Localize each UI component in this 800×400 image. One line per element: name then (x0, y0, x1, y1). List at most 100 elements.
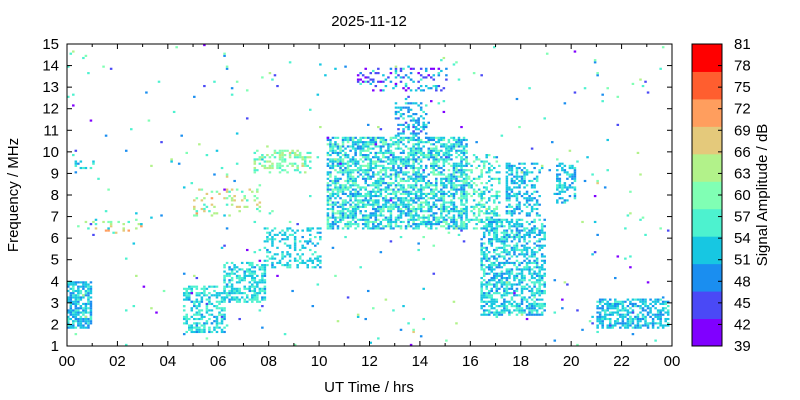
heatmap-cell (442, 87, 446, 90)
heatmap-cell (309, 151, 312, 155)
heatmap-cell (540, 259, 544, 262)
heatmap-cell (230, 203, 234, 206)
heatmap-cell (273, 238, 277, 241)
heatmap-cell (460, 216, 463, 219)
heatmap-cell (417, 190, 420, 193)
heatmap-cell (664, 320, 667, 323)
heatmap-cell (462, 210, 466, 213)
heatmap-cell (508, 192, 511, 195)
heatmap-cell (256, 207, 259, 211)
heatmap-cell (540, 276, 544, 280)
heatmap-cell (505, 186, 509, 189)
heatmap-cell (394, 65, 398, 68)
heatmap-cell (505, 309, 509, 312)
heatmap-cell (432, 160, 436, 163)
heatmap-cell (533, 231, 536, 234)
heatmap-cell (503, 300, 506, 303)
heatmap-cell (455, 205, 458, 208)
heatmap-cell (361, 186, 365, 189)
heatmap-cell (359, 169, 362, 172)
heatmap-cell (518, 203, 521, 206)
heatmap-cell (508, 270, 511, 273)
heatmap-cell (513, 244, 516, 247)
heatmap-cell (374, 156, 378, 159)
heatmap-cell (361, 205, 365, 208)
heatmap-cell (69, 311, 73, 314)
heatmap-cell (440, 182, 443, 185)
heatmap-cell (530, 251, 534, 254)
heatmap-cell (266, 238, 269, 241)
heatmap-cell (523, 268, 526, 271)
heatmap-cell (556, 175, 559, 178)
heatmap-cell (608, 320, 612, 323)
heatmap-cell (356, 313, 360, 316)
heatmap-cell (351, 216, 355, 219)
heatmap-cell (556, 173, 559, 176)
heatmap-cell (447, 179, 451, 183)
heatmap-cell (510, 179, 514, 183)
heatmap-cell (460, 160, 463, 163)
heatmap-cell (407, 102, 410, 105)
heatmap-cell (361, 164, 365, 167)
heatmap-cell (525, 298, 529, 301)
heatmap-cell (256, 281, 259, 284)
heatmap-cell (422, 201, 425, 204)
heatmap-cell (351, 218, 355, 221)
heatmap-cell (69, 281, 73, 284)
colorbar-tick-label: 78 (734, 58, 751, 75)
heatmap-cell (89, 166, 93, 170)
heatmap-cell (566, 177, 569, 180)
heatmap-cell (417, 138, 420, 142)
heatmap-cell (435, 154, 438, 157)
heatmap-cell (503, 246, 506, 249)
heatmap-cell (535, 264, 539, 267)
heatmap-cell (286, 261, 289, 265)
heatmap-cell (414, 218, 418, 221)
heatmap-cell (460, 151, 463, 155)
heatmap-cell (427, 205, 430, 208)
heatmap-cell (457, 164, 461, 167)
heatmap-cell (256, 188, 259, 191)
heatmap-cell (427, 227, 430, 230)
heatmap-cell (407, 158, 410, 161)
heatmap-cell (465, 223, 468, 226)
heatmap-cell (419, 115, 423, 118)
heatmap-cell (493, 313, 496, 316)
heatmap-cell (404, 164, 408, 167)
heatmap-cell (326, 164, 330, 167)
heatmap-cell (412, 80, 415, 83)
x-tick-label: 00 (664, 353, 681, 370)
heatmap-cell (646, 305, 650, 308)
heatmap-cell (326, 218, 330, 221)
heatmap-cell (503, 261, 506, 265)
heatmap-cell (351, 207, 355, 211)
heatmap-cell (540, 166, 544, 170)
heatmap-cell (472, 207, 476, 211)
heatmap-cell (336, 151, 340, 155)
heatmap-cell (402, 117, 405, 120)
heatmap-cell (424, 186, 428, 189)
heatmap-cell (109, 225, 113, 228)
heatmap-cell (450, 184, 453, 187)
heatmap-cell (525, 307, 529, 310)
heatmap-cell (460, 164, 463, 167)
heatmap-cell (437, 151, 441, 155)
heatmap-cell (278, 154, 282, 157)
heatmap-cell (369, 192, 373, 195)
heatmap-cell (238, 268, 241, 271)
heatmap-cell (510, 305, 514, 308)
heatmap-cell (79, 166, 83, 170)
heatmap-cell (543, 255, 546, 258)
heatmap-cell (291, 149, 294, 152)
heatmap-cell (331, 136, 335, 139)
heatmap-cell (558, 162, 562, 165)
heatmap-cell (419, 192, 423, 195)
heatmap-cell (414, 173, 418, 176)
heatmap-cell (515, 166, 519, 170)
heatmap-cell (374, 138, 378, 142)
heatmap-cell (372, 207, 375, 211)
heatmap-cell (495, 287, 499, 290)
heatmap-cell (208, 292, 211, 295)
heatmap-cell (487, 229, 491, 232)
heatmap-cell (432, 244, 436, 247)
